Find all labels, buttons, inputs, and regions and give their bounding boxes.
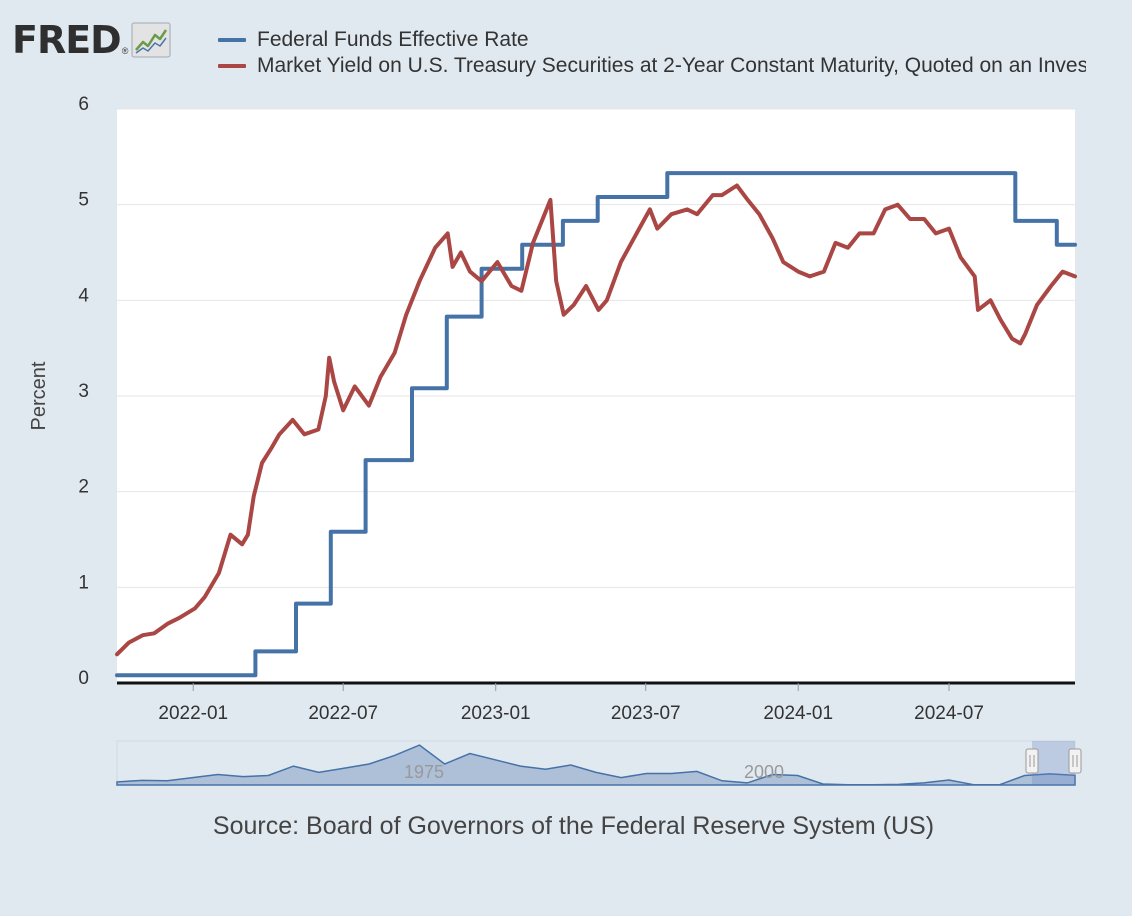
range-navigator: 1975 2000 <box>116 740 1082 786</box>
y-axis-labels: 0 1 2 3 4 5 6 <box>78 94 89 689</box>
navigator-handle-left[interactable] <box>1025 748 1039 774</box>
series-line-dgs2 <box>115 183 1077 657</box>
x-tick-label: 2022-07 <box>308 703 378 724</box>
y-tick-label: 2 <box>78 477 89 498</box>
y-tick-label: 6 <box>78 94 89 115</box>
legend-label-dgs2: Market Yield on U.S. Treasury Securities… <box>257 54 1086 77</box>
x-tick-label: 2022-01 <box>158 703 228 724</box>
y-axis-title: Percent <box>28 361 50 430</box>
x-tick-label: 2023-01 <box>461 703 531 724</box>
chart-legend: Federal Funds Effective Rate Market Yiel… <box>218 27 1086 79</box>
legend-item-fedfunds[interactable]: Federal Funds Effective Rate <box>218 27 1086 53</box>
legend-swatch-red <box>218 64 246 68</box>
y-tick-label: 4 <box>78 285 89 306</box>
fred-logo[interactable]: FRED ® <box>12 18 171 62</box>
trademark-mark: ® <box>121 46 129 56</box>
x-tick-label: 2023-07 <box>611 703 681 724</box>
navigator-area <box>116 744 1076 786</box>
x-tick-label: 2024-01 <box>763 703 833 724</box>
x-tick-label: 2024-07 <box>914 703 984 724</box>
y-tick-label: 5 <box>78 190 89 211</box>
line-chart-icon <box>131 22 171 58</box>
x-axis-labels: 2022-01 2022-07 2023-01 2023-07 2024-01 2024-… <box>158 683 984 724</box>
legend-swatch-blue <box>218 38 246 42</box>
navigator-handle-right[interactable] <box>1068 748 1082 774</box>
navigator-label: 2000 <box>744 762 784 782</box>
series-layer <box>115 171 1077 678</box>
y-tick-label: 3 <box>78 381 89 402</box>
y-tick-label: 1 <box>78 572 89 593</box>
source-note: Source: Board of Governors of the Federa… <box>212 812 935 840</box>
series-line-fedfunds <box>115 171 1077 678</box>
fred-wordmark: FRED <box>12 18 122 62</box>
navigator-selection <box>1032 741 1075 785</box>
legend-label-fedfunds: Federal Funds Effective Rate <box>257 28 529 51</box>
gridlines <box>117 108 1075 588</box>
legend-item-dgs2[interactable]: Market Yield on U.S. Treasury Securities… <box>218 53 1086 79</box>
y-tick-label: 0 <box>78 668 89 689</box>
navigator-label: 1975 <box>404 762 444 782</box>
